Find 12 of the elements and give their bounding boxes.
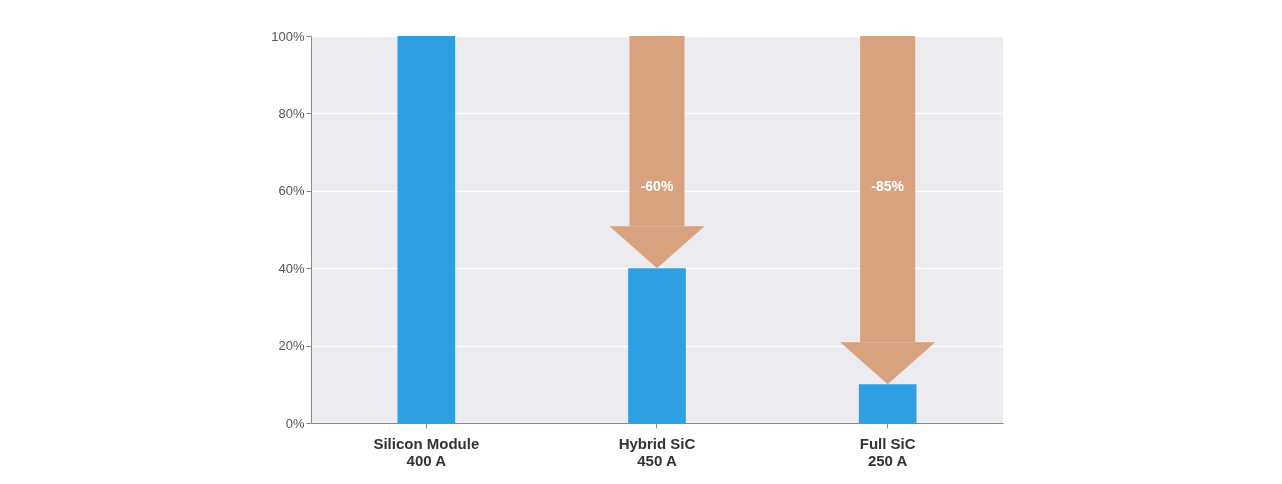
y-tick-label: 80% <box>278 105 305 121</box>
x-tick-label: Full SiC 250 A <box>859 434 916 469</box>
bar <box>397 36 456 423</box>
y-tick-label: 40% <box>278 260 305 276</box>
y-tick-label: 20% <box>278 338 305 354</box>
x-tick-label: Hybrid SiC 450 A <box>618 434 696 469</box>
y-tick-label: 0% <box>285 415 305 431</box>
annotation: -60% <box>640 177 674 194</box>
x-tick-label: Silicon Module 400 A <box>373 434 480 469</box>
annotation: -85% <box>871 177 905 194</box>
y-tick-label: 60% <box>278 183 305 199</box>
y-tick-label: 100% <box>271 28 305 44</box>
